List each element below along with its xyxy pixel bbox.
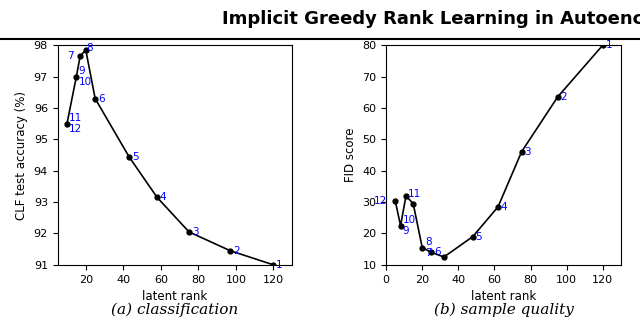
Text: 1: 1: [605, 40, 612, 50]
Y-axis label: CLF test accuracy (%): CLF test accuracy (%): [15, 90, 28, 220]
Text: 9
10: 9 10: [79, 66, 92, 87]
Text: 6: 6: [98, 94, 104, 104]
X-axis label: latent rank: latent rank: [142, 290, 207, 303]
Text: 5: 5: [132, 151, 138, 162]
Text: 11
12: 11 12: [69, 113, 83, 134]
Text: 2: 2: [561, 92, 567, 102]
Text: 8: 8: [86, 43, 93, 53]
Text: 3: 3: [192, 227, 198, 237]
Text: (a) classification: (a) classification: [111, 302, 239, 317]
Text: 11: 11: [408, 189, 421, 199]
Text: 10
9: 10 9: [403, 215, 416, 236]
Text: Implicit Greedy Rank Learning in Autoencoders: Implicit Greedy Rank Learning in Autoenc…: [222, 10, 640, 28]
Text: 3: 3: [524, 147, 531, 157]
Text: 2: 2: [233, 246, 240, 256]
Text: 6: 6: [434, 247, 440, 257]
Text: 4: 4: [500, 202, 508, 212]
X-axis label: latent rank: latent rank: [471, 290, 536, 303]
Text: 7: 7: [67, 51, 74, 61]
Text: 4: 4: [160, 193, 166, 203]
Text: 8
7: 8 7: [425, 237, 431, 258]
Text: 12: 12: [374, 195, 387, 205]
Y-axis label: FID score: FID score: [344, 128, 356, 182]
Text: 5: 5: [476, 232, 482, 242]
Text: (b) sample quality: (b) sample quality: [433, 302, 573, 317]
Text: 1: 1: [276, 260, 283, 270]
